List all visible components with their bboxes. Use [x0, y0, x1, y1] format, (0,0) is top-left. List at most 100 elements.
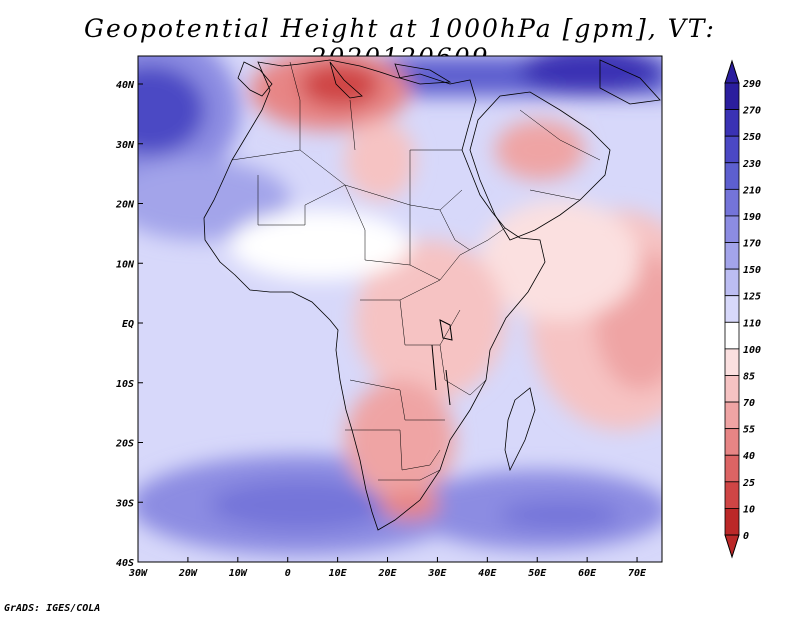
colorbar: 2902702502302101901701501251101008570554… [724, 59, 761, 559]
coastlines [203, 59, 661, 531]
lake-malawi [445, 369, 451, 406]
x-tick-label: 30W [128, 568, 148, 579]
lakes [431, 319, 453, 406]
lake-victoria [439, 319, 453, 341]
colorbar-label: 230 [742, 159, 761, 170]
italy-outline [329, 61, 363, 99]
central-africa-low [355, 240, 505, 400]
y-tick-label: 20S [115, 439, 134, 450]
country-borders [231, 61, 601, 481]
south-indian-high-core [500, 500, 620, 530]
colorbar-swatch [724, 135, 740, 164]
y-tick-label: 30S [115, 498, 134, 509]
colorbar-label: 170 [743, 239, 761, 250]
x-tick-label: 0 [285, 568, 291, 579]
colorbar-label: 25 [742, 478, 755, 489]
y-tick-label: 40N [116, 80, 135, 91]
cape-low [380, 490, 440, 520]
border-sahara-north [231, 149, 463, 211]
colorbar-swatch [724, 188, 740, 217]
colorbar-label: 290 [742, 79, 761, 90]
colorbar-swatch [724, 428, 740, 456]
border-namibia-botswana [345, 429, 441, 471]
madagascar-outline [504, 387, 536, 472]
colorbar-label: 110 [743, 318, 761, 329]
colorbar-label: 0 [743, 531, 749, 542]
x-tick-label: 30E [427, 568, 447, 579]
colorbar-label: 70 [743, 398, 755, 409]
colorbar-label: 100 [743, 345, 761, 356]
sahel-neutral [230, 210, 410, 280]
colorbar-label: 150 [743, 265, 761, 276]
x-tick-label: 20W [178, 568, 198, 579]
colorbar-label: 10 [743, 504, 755, 515]
border-south-africa [378, 469, 441, 481]
atlantic-high-core [138, 65, 205, 155]
arabia-low [495, 120, 585, 180]
colorbar-swatch [724, 295, 740, 323]
iberia-outline [237, 61, 273, 97]
colorbar-label: 85 [743, 371, 755, 382]
x-tick-label: 10W [229, 568, 248, 579]
border-angola-zambia [349, 379, 445, 421]
border-tanzania [439, 344, 487, 396]
arabia-outline [469, 91, 611, 241]
border-yemen [529, 189, 581, 201]
colorbar-swatch [724, 321, 740, 350]
x-tick-label: 50E [528, 568, 547, 579]
colorbar-swatch [724, 454, 740, 483]
colorbar-label: 210 [742, 185, 761, 196]
border-niger-chad [344, 184, 411, 266]
y-tick-label: 10S [116, 379, 134, 390]
colorbar-label: 250 [742, 132, 761, 143]
border-algeria [289, 61, 301, 150]
lake-tanganyika [431, 344, 437, 391]
colorbar-swatch [724, 268, 740, 297]
turkey-outline [394, 63, 452, 85]
colorbar-swatch [724, 162, 740, 190]
y-tick-label: 40S [116, 558, 134, 569]
colorbar-label: 125 [743, 292, 761, 303]
northeast-high-core [520, 56, 660, 95]
colorbar-swatch [724, 109, 740, 137]
x-tick-label: 70E [628, 568, 647, 579]
plot-frame [137, 55, 663, 563]
colorbar-top-arrow [724, 59, 740, 84]
colorbar-label: 40 [743, 451, 755, 462]
colorbar-swatch [724, 348, 740, 376]
x-axis: 30W 20W 10W 0 10E 20E 30E 40E 50E 60E 70E [128, 557, 647, 579]
border-mauritania-mali [257, 175, 346, 226]
y-axis: 40N 30N 20N 10N EQ 10S 20S 30S 40S [115, 80, 143, 569]
colorbar-swatch [724, 215, 740, 243]
y-tick-label: 30N [115, 140, 135, 151]
colorbar-label: 190 [743, 212, 761, 223]
libya-low [345, 120, 415, 200]
colorbar-swatch [724, 82, 740, 110]
border-libya-egypt [409, 149, 462, 205]
colorbar-bottom-arrow [724, 534, 740, 559]
x-tick-label: 10E [329, 568, 348, 579]
colorbar-swatch [724, 481, 740, 509]
mediterranean-low-core [300, 63, 380, 107]
colorbar-swatch [724, 375, 740, 403]
border-tunisia-libya [349, 99, 356, 151]
southern-africa-low [345, 380, 455, 500]
x-tick-label: 40E [478, 568, 497, 579]
africa-outline [203, 59, 546, 531]
colorbar-swatch [724, 401, 740, 430]
arabian-sea-low [480, 200, 640, 320]
colorbar-label: 55 [743, 425, 755, 436]
y-tick-label: EQ [122, 319, 134, 330]
border-ethiopia [439, 209, 471, 251]
y-tick-label: 10N [116, 259, 135, 270]
colorbar-swatch [724, 242, 740, 270]
x-tick-label: 60E [578, 568, 597, 579]
x-tick-label: 20E [377, 568, 397, 579]
footer-credit: GrADS: IGES/COLA [4, 603, 100, 614]
border-sudan [409, 227, 506, 281]
colorbar-label: 270 [742, 106, 761, 117]
plot-area [138, 56, 662, 562]
south-atlantic-high-core [210, 480, 390, 530]
